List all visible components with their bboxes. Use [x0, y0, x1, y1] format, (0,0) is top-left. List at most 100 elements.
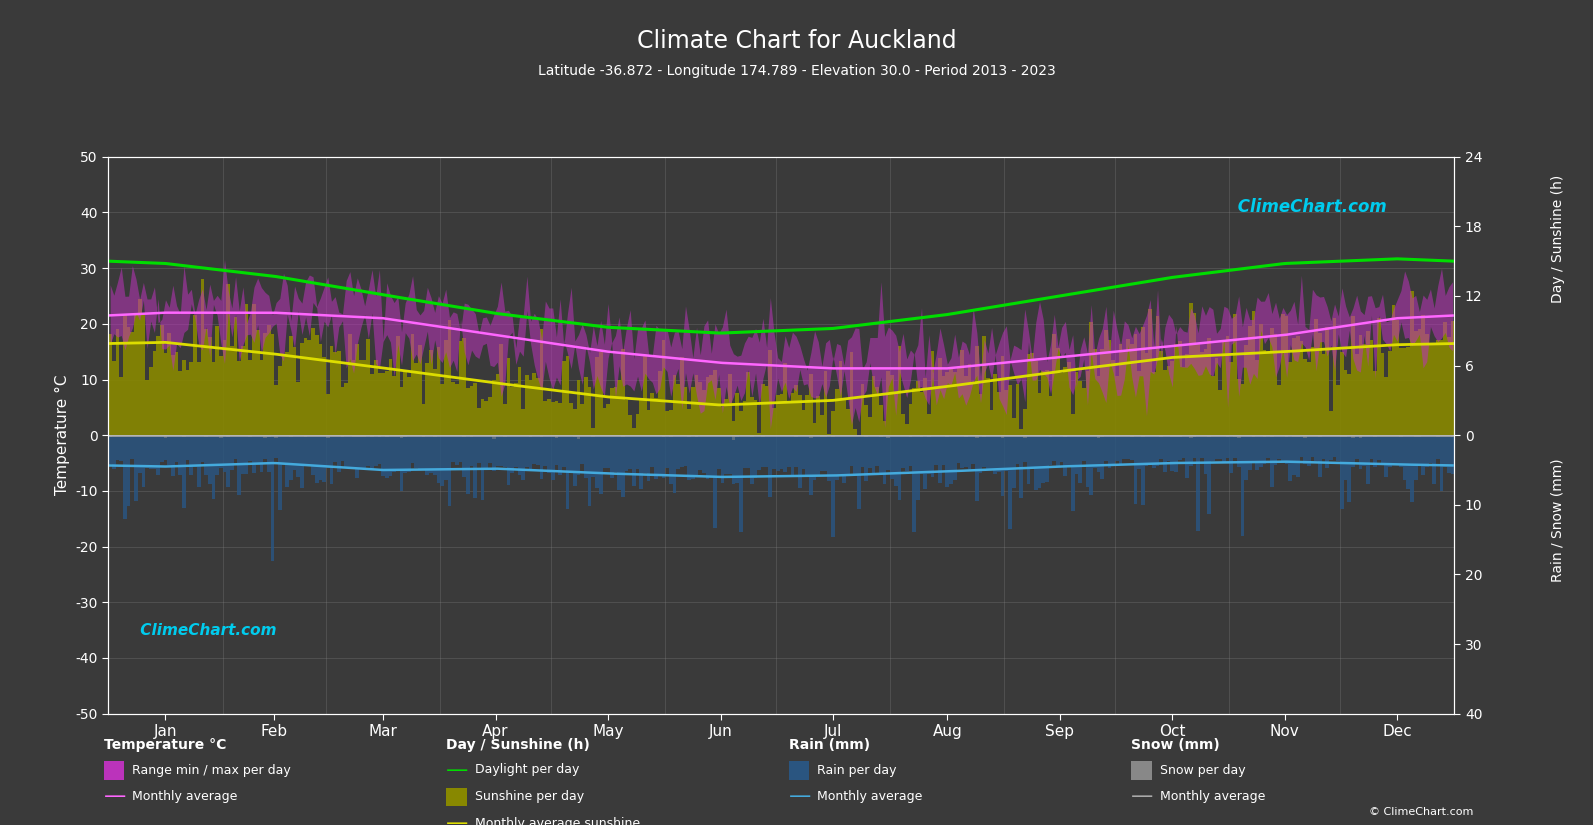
Text: ClimeChart.com: ClimeChart.com [135, 623, 277, 638]
Bar [750, 436, 753, 484]
Bar [234, 436, 237, 459]
Bar [698, 436, 703, 469]
Bar [779, 436, 784, 469]
Bar [787, 402, 790, 436]
Bar [975, 346, 978, 436]
Bar [116, 436, 119, 460]
Bar [1384, 377, 1388, 436]
Bar [478, 408, 481, 436]
Bar [1325, 328, 1329, 436]
Bar [366, 339, 370, 436]
Bar [304, 436, 307, 466]
Bar [378, 374, 381, 436]
Bar [1101, 436, 1104, 437]
Bar [260, 360, 263, 436]
Bar [1037, 436, 1042, 488]
Bar [352, 360, 355, 436]
Bar [363, 360, 366, 436]
Bar [370, 374, 374, 436]
Bar [1012, 418, 1016, 436]
Bar [677, 384, 680, 436]
Bar [1435, 341, 1440, 436]
Bar [1303, 436, 1306, 438]
Bar [1149, 436, 1152, 463]
Bar [1270, 436, 1274, 437]
Bar [562, 361, 566, 436]
Bar [894, 436, 897, 486]
Bar [178, 370, 182, 436]
Bar [551, 402, 554, 436]
Bar [1435, 436, 1440, 460]
Bar [1247, 326, 1252, 436]
Bar [1090, 436, 1093, 495]
Bar [1303, 360, 1306, 436]
Bar [621, 349, 624, 436]
Bar [529, 436, 532, 470]
Bar [322, 436, 327, 483]
Bar [1215, 358, 1219, 436]
Bar [666, 411, 669, 436]
Bar [1333, 318, 1337, 436]
Bar [1222, 342, 1225, 436]
Bar [1329, 411, 1333, 436]
Bar [742, 436, 747, 468]
Bar [274, 436, 277, 458]
Bar [175, 352, 178, 436]
Bar [706, 436, 709, 478]
Bar [1410, 436, 1415, 502]
Bar [1388, 436, 1392, 467]
Bar [983, 436, 986, 437]
Bar [916, 381, 919, 436]
Text: © ClimeChart.com: © ClimeChart.com [1368, 807, 1474, 817]
Bar [989, 410, 994, 436]
Bar [201, 436, 204, 461]
Bar [868, 417, 871, 436]
Bar [288, 336, 293, 436]
Bar [616, 380, 621, 436]
Bar [315, 335, 319, 436]
Bar [978, 436, 983, 474]
Bar [798, 436, 801, 488]
Bar [854, 429, 857, 436]
Bar [1134, 334, 1137, 436]
Bar [1381, 352, 1384, 436]
Bar [116, 328, 119, 436]
Bar [683, 387, 687, 436]
Bar [1373, 436, 1376, 467]
Bar [1185, 436, 1188, 478]
Bar [164, 436, 167, 438]
Bar [127, 436, 131, 506]
Bar [1059, 436, 1064, 462]
Bar [1222, 436, 1225, 462]
Bar [1373, 436, 1376, 437]
Bar [795, 436, 798, 467]
Bar [1141, 327, 1145, 436]
Bar [1365, 331, 1370, 436]
Bar [1207, 436, 1211, 437]
Bar [1126, 436, 1129, 459]
Bar [170, 436, 175, 476]
Bar [1196, 342, 1200, 436]
Bar [1415, 436, 1418, 437]
Bar [1359, 335, 1362, 436]
Bar [591, 436, 596, 437]
Bar [1031, 353, 1034, 436]
Bar [573, 436, 577, 437]
Bar [661, 436, 666, 478]
Bar [566, 356, 569, 436]
Bar [812, 422, 816, 436]
Bar [1008, 436, 1012, 529]
Bar [1115, 376, 1118, 436]
Bar [492, 380, 495, 436]
Bar [1418, 436, 1421, 464]
Bar [1244, 436, 1247, 480]
Bar [495, 436, 499, 466]
Bar [319, 436, 322, 480]
Bar [1344, 370, 1348, 436]
Bar [358, 436, 363, 437]
Bar [1362, 436, 1365, 466]
Bar [1289, 362, 1292, 436]
Bar [370, 436, 374, 469]
Bar [215, 436, 218, 474]
Bar [537, 379, 540, 436]
